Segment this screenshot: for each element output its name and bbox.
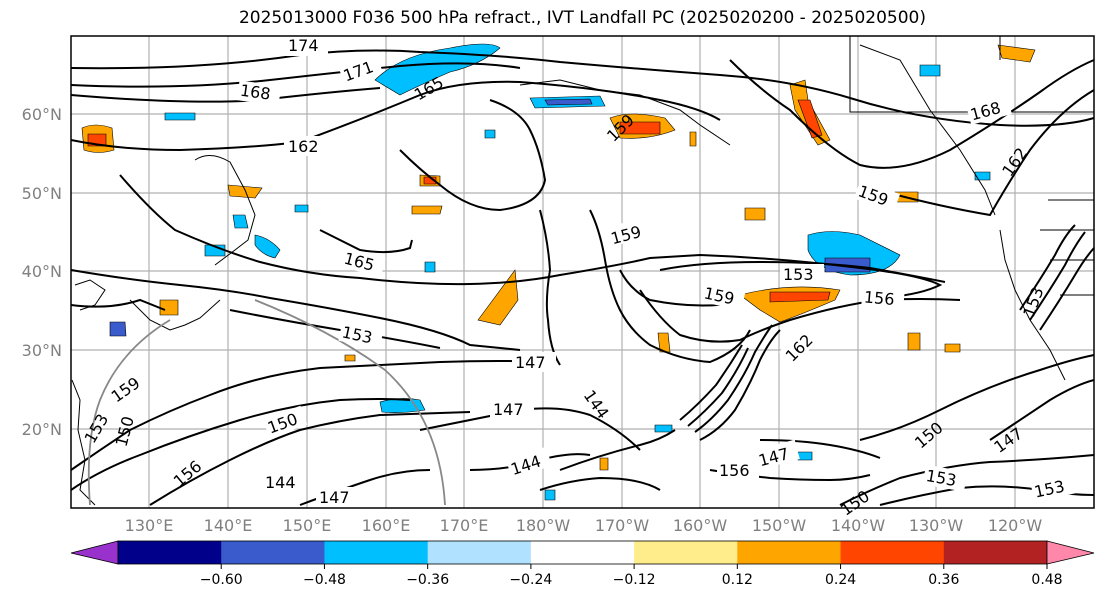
- colorbar-tick-label: 0.12: [722, 572, 753, 588]
- negative-anomaly-patches: [109, 43, 991, 501]
- lat-label: 30°N: [22, 341, 62, 360]
- colorbar-ticks: −0.60 −0.48 −0.36 −0.24 −0.12 0.12 0.24 0.36 0.4…: [200, 564, 1063, 588]
- colorbar-tick-label: −0.36: [406, 572, 449, 588]
- longitude-labels: 130°E 140°E 150°E 160°E 170°E 180°W 170°…: [125, 516, 1043, 535]
- lat-label: 50°N: [22, 184, 62, 203]
- colorbar-tick-label: −0.60: [200, 572, 243, 588]
- height-contours: [70, 49, 1095, 506]
- map-title: 2025013000 F036 500 hPa refract., IVT La…: [238, 8, 926, 28]
- colorbar-tick-label: 0.36: [928, 572, 959, 588]
- contour-label: 153: [783, 265, 814, 284]
- lon-label: 150°E: [283, 516, 332, 535]
- range-ring: [87, 299, 446, 506]
- lat-label: 40°N: [22, 262, 62, 281]
- lon-label: 140°E: [204, 516, 253, 535]
- contour-label: 162: [288, 137, 319, 156]
- contour-label: 147: [493, 400, 524, 419]
- lon-label: 170°W: [595, 516, 650, 535]
- lon-label: 180°W: [516, 516, 571, 535]
- lon-label: 160°W: [673, 516, 728, 535]
- lon-label: 170°E: [440, 516, 489, 535]
- lat-label: 20°N: [22, 420, 62, 439]
- latitude-labels: 60°N 50°N 40°N 30°N 20°N: [22, 105, 62, 439]
- colorbar-segment: [118, 541, 222, 564]
- colorbar-segment: [427, 541, 532, 564]
- colorbar-right-extension: [1046, 540, 1095, 565]
- contour-label: 156: [719, 461, 750, 480]
- colorbar-left-extension: [70, 540, 119, 565]
- colorbar-segment: [324, 541, 429, 564]
- contour-label: 147: [515, 353, 546, 372]
- colorbar-segment: [530, 541, 635, 564]
- colorbar-segment: [737, 541, 842, 564]
- lon-label: 120°W: [988, 516, 1043, 535]
- colorbar-tick-label: −0.12: [613, 572, 656, 588]
- colorbar-tick-label: −0.24: [509, 572, 552, 588]
- colorbar-tick-label: 0.24: [825, 572, 856, 588]
- contour-label: 168: [239, 81, 272, 104]
- lon-label: 160°E: [362, 516, 411, 535]
- map-plot-area: 174 171 168 168 165 165 162 162 162 159 …: [70, 35, 1095, 520]
- colorbar-segment: [221, 541, 325, 564]
- lon-label: 140°W: [831, 516, 886, 535]
- lon-label: 150°W: [752, 516, 807, 535]
- contour-label: 174: [288, 36, 319, 55]
- colorbar-segment: [943, 541, 1048, 564]
- contour-label: 144: [265, 473, 296, 492]
- colorbar: −0.60 −0.48 −0.36 −0.24 −0.12 0.12 0.24 0.36 0.4…: [70, 540, 1095, 588]
- colorbar-tick-label: −0.48: [303, 572, 346, 588]
- colorbar-segment: [634, 541, 738, 564]
- lat-label: 60°N: [22, 105, 62, 124]
- map-border: [70, 35, 1095, 509]
- contour-label: 147: [319, 488, 350, 507]
- colorbar-tick-label: 0.48: [1031, 572, 1062, 588]
- lon-label: 130°E: [125, 516, 174, 535]
- contour-label: 156: [863, 287, 895, 309]
- colorbar-segment: [840, 541, 945, 564]
- lon-label: 130°W: [909, 516, 964, 535]
- colorbar-segments: [117, 540, 1048, 565]
